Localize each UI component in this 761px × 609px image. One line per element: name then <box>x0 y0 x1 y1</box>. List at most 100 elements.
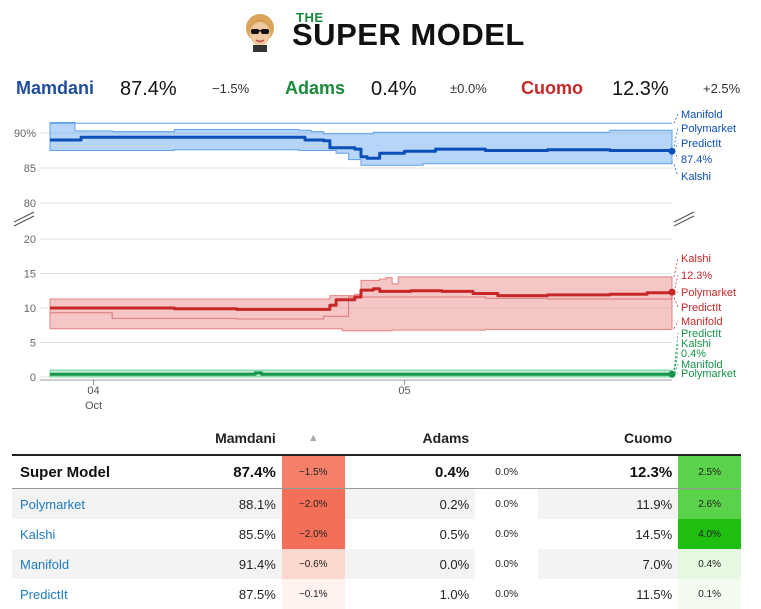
cuomo-label-leader <box>673 274 679 293</box>
row-mamdani-value: 85.5% <box>238 526 276 542</box>
mamdani-range-band <box>49 122 673 166</box>
cuomo-label-leader <box>673 257 679 278</box>
summary-adams-value: 0.4% <box>371 78 417 100</box>
row-source-name[interactable]: Kalshi <box>20 526 56 542</box>
axis-tick-label: 0 <box>30 372 36 384</box>
row-adams-change: 0.0% <box>475 579 538 609</box>
table-header-mamdani[interactable]: Mamdani <box>176 422 282 456</box>
row-cuomo-change: 4.0% <box>678 519 741 549</box>
adams-source-label: Kalshi <box>681 338 711 350</box>
row-cuomo-value: 7.0% <box>537 549 679 579</box>
mamdani-label-leader <box>673 164 679 177</box>
row-mamdani-value: 87.5% <box>238 586 276 602</box>
logo-title: SUPER MODEL <box>292 17 525 52</box>
row-cuomo-value: 14.5% <box>635 526 673 542</box>
x-tick-sublabel: Oct <box>85 400 102 412</box>
axis-tick-label: 10 <box>24 303 36 315</box>
cuomo-line <box>50 287 674 311</box>
mamdani-label-leader <box>673 142 679 151</box>
axis-tick-label: 15 <box>24 269 36 281</box>
mamdani-source-label: Kalshi <box>681 171 711 183</box>
mamdani-label-leader <box>673 127 679 147</box>
axis-tick-label: 90% <box>14 128 36 140</box>
summary-adams-name: Adams <box>285 78 346 98</box>
row-adams-change: 0.0% <box>475 519 538 549</box>
summary-mamdani-change: −1.5% <box>212 81 250 96</box>
adams-source-label: Polymarket <box>681 368 736 380</box>
summary-cuomo-change: +2.5% <box>703 81 741 96</box>
cuomo-range-band <box>49 276 673 332</box>
cuomo-endpoint <box>668 288 676 296</box>
cuomo-source-line <box>50 294 673 320</box>
row-cuomo-change: 0.1% <box>678 579 741 609</box>
summary-adams-change: ±0.0% <box>450 81 487 96</box>
table-header-cuomo[interactable]: Cuomo <box>537 422 679 456</box>
row-mamdani-change: −2.0% <box>281 488 345 519</box>
table-row: Super Model 87.4% −1.5% 0.4% 0.0% 12.3% 2.5% <box>12 455 741 489</box>
x-tick-label: 04 <box>87 385 99 397</box>
cuomo-label-leader <box>673 291 679 296</box>
row-adams-value: 1.0% <box>439 586 470 602</box>
summary-mamdani-value: 87.4% <box>120 78 177 100</box>
table-row: Manifold 91.4% −0.6% 0.0% 0.0% 7.0% 0.4% <box>12 549 741 579</box>
row-cuomo-value: 12.3% <box>537 455 679 489</box>
x-tick-label: 05 <box>398 385 410 397</box>
adams-line <box>50 371 672 376</box>
odds-table: Mamdani ▲ Adams Cuomo Super Model 87.4% −1… <box>12 422 741 609</box>
row-source-name[interactable]: Manifold <box>12 549 177 579</box>
adams-label-leader <box>673 342 679 374</box>
summary-cuomo-name: Cuomo <box>521 78 583 98</box>
cuomo-source-label: PredictIt <box>681 302 721 314</box>
summary-mamdani-name: Mamdani <box>16 78 95 98</box>
mamdani-line <box>50 135 674 160</box>
table-header-source <box>12 422 177 456</box>
cuomo-label-leader <box>673 320 679 329</box>
row-cuomo-change: 2.5% <box>678 455 741 489</box>
logo-small-text: THE <box>296 10 324 25</box>
axis-tick-label: 80 <box>24 198 36 210</box>
mamdani-label-leader <box>673 151 679 160</box>
mamdani-source-label: 87.4% <box>681 154 712 166</box>
axis-tick-label: 5 <box>30 338 36 350</box>
table-row: PredictIt 87.5% −0.1% 1.0% 0.0% 11.5% 0.1% <box>12 579 741 609</box>
row-adams-value: 0.2% <box>344 488 476 519</box>
table-row: Kalshi 85.5% −2.0% 0.5% 0.0% 14.5% 4.0% <box>12 519 741 549</box>
row-adams-value: 0.5% <box>439 526 470 542</box>
sort-arrow-icon[interactable]: ▲ <box>281 422 345 456</box>
row-adams-value: 0.4% <box>344 455 476 489</box>
row-cuomo-value: 11.9% <box>537 488 679 519</box>
adams-source-label: 0.4% <box>681 348 706 360</box>
row-adams-value: 0.0% <box>344 549 476 579</box>
cuomo-source-label: Kalshi <box>681 253 711 265</box>
adams-source-label: Manifold <box>681 359 723 371</box>
avatar-icon <box>246 14 274 52</box>
cuomo-source-label: Manifold <box>681 316 723 328</box>
row-adams-change: 0.0% <box>475 455 538 489</box>
row-source-name[interactable]: Polymarket <box>12 488 177 519</box>
row-mamdani-value: 88.1% <box>176 488 282 519</box>
row-cuomo-change: 2.6% <box>678 488 741 519</box>
row-mamdani-change: −1.5% <box>281 455 345 489</box>
cuomo-label-leader <box>673 297 679 308</box>
table-header-adams[interactable]: Adams <box>344 422 476 456</box>
adams-endpoint <box>668 370 676 378</box>
mamdani-source-label: Polymarket <box>681 123 736 135</box>
axis-break-left <box>13 211 35 227</box>
axis-break-right <box>673 211 695 227</box>
cuomo-source-label: Polymarket <box>681 287 736 299</box>
row-source-name[interactable]: PredictIt <box>20 586 68 602</box>
summary-cuomo-value: 12.3% <box>612 78 669 100</box>
row-cuomo-value: 11.5% <box>636 586 673 602</box>
probability-chart: 808590%0510152004Oct05ManifoldPolymarket… <box>13 109 736 412</box>
row-mamdani-value: 87.4% <box>176 455 282 489</box>
adams-source-label: PredictIt <box>681 328 721 340</box>
row-adams-change: 0.0% <box>475 488 538 519</box>
row-mamdani-change: −2.0% <box>281 519 345 549</box>
row-mamdani-value: 91.4% <box>176 549 282 579</box>
axis-tick-label: 85 <box>24 163 36 175</box>
mamdani-endpoint <box>668 147 676 155</box>
mamdani-source-label: Manifold <box>681 109 723 121</box>
mamdani-source-label: PredictIt <box>681 138 721 150</box>
axis-tick-label: 20 <box>24 234 36 246</box>
row-mamdani-change: −0.1% <box>281 579 345 609</box>
